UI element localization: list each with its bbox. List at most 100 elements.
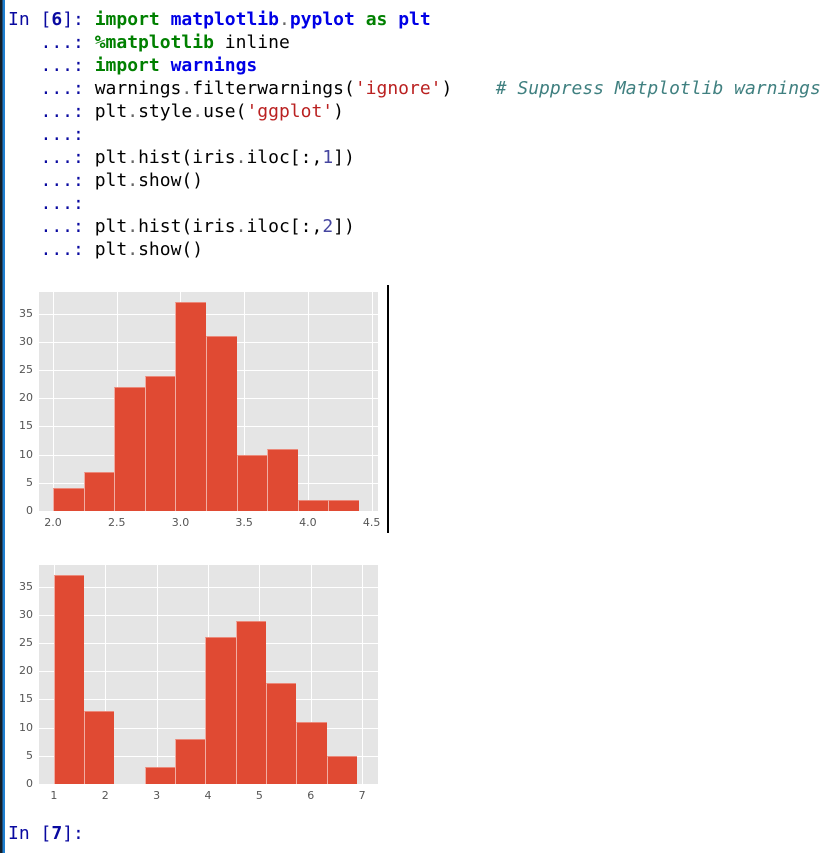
code-token-p: In [ — [8, 823, 52, 844]
code-token-kw: %matplotlib — [94, 32, 214, 53]
x-tick-label: 4 — [204, 789, 212, 802]
code-token-p: ...: — [8, 170, 95, 191]
y-tick-label: 35 — [19, 579, 33, 593]
code-token-p: ...: — [8, 193, 95, 214]
figure-1-histogram-sepal-width: 0 5 10 15 20 25 30 35 2.0 2.5 3.0 3.5 4.0 4.5 — [8, 276, 386, 544]
code-token-p: ...: — [8, 147, 95, 168]
code-line: ...: plt.hist(iris.iloc[:,2]) — [8, 215, 821, 238]
histogram-bar — [53, 488, 84, 511]
code-token-plain: show() — [138, 170, 204, 191]
code-line: ...: plt.hist(iris.iloc[:,1]) — [8, 146, 821, 169]
x-tick-label: 1 — [50, 789, 58, 802]
code-token-op: . — [181, 78, 193, 99]
histogram-bar — [84, 710, 115, 784]
y-tick-label: 25 — [19, 636, 33, 650]
histogram-bar — [175, 738, 206, 784]
x-gridline — [105, 565, 107, 784]
y-tick-label: 0 — [26, 504, 33, 517]
code-token-kw: import — [94, 9, 160, 30]
y-tick-label: 35 — [19, 306, 33, 320]
y-tick-label: 20 — [19, 391, 33, 405]
histogram-bar — [297, 499, 329, 511]
code-token-p: ...: — [8, 216, 95, 237]
code-token-p: ...: — [8, 78, 95, 99]
code-token-op: . — [127, 216, 139, 237]
histogram-bar — [83, 471, 115, 511]
y-tick-label: 5 — [26, 748, 33, 762]
code-token-plain: plt — [94, 239, 128, 260]
figure-1-axes: 0 5 10 15 20 25 30 35 2.0 2.5 3.0 3.5 4.0 4.5 — [19, 292, 380, 529]
executed-code-cell-6: In [6]: import matplotlib.pyplot as plt … — [8, 8, 821, 261]
code-token-plain: ) — [333, 101, 344, 122]
histogram-bar — [326, 755, 357, 784]
x-tick-label: 7 — [358, 789, 366, 802]
code-token-plain: ]) — [333, 216, 355, 237]
x-tick-label: 2.5 — [107, 516, 126, 529]
histogram-bar — [328, 499, 359, 511]
code-token-p: ...: — [8, 55, 95, 76]
y-tick-label: 25 — [19, 363, 33, 377]
code-token-plain — [355, 9, 366, 30]
histogram-bar — [267, 449, 298, 511]
code-line: ...: import warnings — [8, 54, 821, 77]
histogram-bar — [114, 387, 145, 511]
y-tick-label: 5 — [26, 475, 33, 489]
x-tick-label: 2 — [101, 789, 109, 802]
console-input-prompt[interactable]: In [7]: — [8, 822, 95, 845]
code-line: ...: warnings.filterwarnings('ignore') #… — [8, 77, 821, 100]
code-token-plain: ) — [441, 78, 496, 99]
code-token-ns: matplotlib — [170, 9, 279, 30]
code-token-p: ...: — [8, 32, 95, 53]
code-token-ns: pyplot — [289, 9, 355, 30]
code-token-p: ...: — [8, 101, 95, 122]
code-token-plain: plt — [94, 216, 128, 237]
y-tick-label: 10 — [19, 720, 33, 734]
code-token-pn: 7 — [51, 823, 63, 844]
code-token-plain — [160, 55, 171, 76]
code-token-plain: hist(iris — [138, 216, 236, 237]
x-gridline — [310, 565, 312, 784]
y-tick-label: 15 — [19, 419, 33, 433]
histogram-bar — [144, 767, 176, 784]
code-token-plain: warnings — [94, 78, 182, 99]
histogram-bar — [236, 454, 268, 511]
y-tick-label: 0 — [26, 777, 33, 790]
x-gridline — [53, 292, 55, 511]
code-token-op: . — [127, 239, 139, 260]
code-token-com: # Suppress Matplotlib warnings — [495, 78, 821, 99]
x-gridline — [244, 292, 246, 511]
y-gridline — [39, 511, 378, 512]
code-line: ...: plt.show() — [8, 169, 821, 192]
x-tick-label: 3.5 — [235, 516, 253, 529]
text-cursor — [387, 285, 389, 533]
code-token-plain: plt — [94, 101, 128, 122]
figure-2-histogram-petal-length: 0 5 10 15 20 25 30 35 1 2 3 4 5 6 7 — [8, 549, 386, 817]
histogram-bar — [144, 375, 176, 511]
code-token-plain — [387, 9, 398, 30]
y-tick-label: 20 — [19, 664, 33, 678]
x-gridline — [156, 565, 158, 784]
code-token-plain: iloc[:, — [246, 147, 323, 168]
code-token-plain: filterwarnings( — [192, 78, 355, 99]
code-token-op: . — [127, 147, 139, 168]
code-token-ns: warnings — [170, 55, 258, 76]
histogram-bar — [205, 336, 237, 511]
code-token-p: ...: — [8, 239, 95, 260]
x-tick-label: 2.0 — [44, 516, 62, 529]
histogram-bar — [235, 620, 267, 784]
y-tick-label: 15 — [19, 692, 33, 706]
x-tick-label: 5 — [255, 789, 263, 802]
code-token-op: . — [127, 170, 139, 191]
code-token-num: 1 — [322, 147, 334, 168]
pane-left-border — [0, 0, 5, 853]
histogram-bar — [205, 637, 236, 784]
histogram-bar — [175, 302, 206, 511]
y-tick-label: 30 — [19, 334, 33, 348]
figure-2-axes: 0 5 10 15 20 25 30 35 1 2 3 4 5 6 7 — [19, 565, 378, 802]
x-tick-label: 4.0 — [299, 516, 317, 529]
code-line: ...: plt.style.use('ggplot') — [8, 100, 821, 123]
x-tick-label: 3 — [153, 789, 161, 802]
code-token-p: ]: — [62, 823, 95, 844]
code-token-op: . — [127, 101, 139, 122]
x-tick-label: 3.0 — [171, 516, 190, 529]
